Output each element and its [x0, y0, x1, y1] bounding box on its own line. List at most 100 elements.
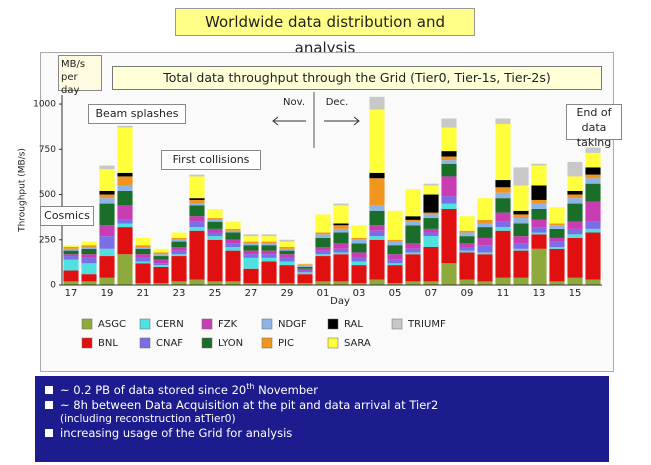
bar-segment — [405, 281, 421, 285]
bar-segment — [261, 245, 277, 251]
x-axis-label: Day — [330, 296, 350, 307]
note: increasing usage of the Grid for analysi… — [45, 426, 599, 440]
bar-segment — [279, 241, 295, 247]
bar-segment — [423, 185, 439, 195]
bar-segment — [153, 259, 169, 264]
bar-segment — [405, 252, 421, 255]
bar-segment — [81, 245, 97, 247]
bar-segment — [315, 254, 331, 257]
bar-segment — [189, 203, 205, 206]
bar-segment — [189, 216, 205, 222]
bar-segment — [99, 169, 115, 191]
bar-segment — [63, 245, 79, 247]
bar-segment — [63, 281, 79, 285]
bar-segment — [189, 227, 205, 231]
y-tick-label: 250 — [39, 235, 56, 245]
bar-segment — [495, 221, 511, 228]
bar-segment — [279, 248, 295, 251]
bar-segment — [333, 203, 349, 206]
bar-segment — [171, 250, 187, 255]
bullet — [45, 385, 53, 394]
bar-segment — [567, 221, 583, 229]
bar-segment — [279, 239, 295, 242]
bar-segment — [81, 254, 97, 258]
bar-segment — [225, 247, 241, 251]
bar-segment — [513, 167, 529, 186]
bar-segment — [81, 274, 97, 282]
bar-segment — [567, 194, 583, 199]
bar-segment — [117, 185, 133, 191]
bar-segment — [81, 263, 97, 275]
bar-segment — [297, 270, 313, 273]
bar-segment — [387, 239, 403, 242]
bar-segment — [567, 161, 583, 177]
bar-segment — [243, 254, 259, 258]
bar-segment — [315, 234, 331, 238]
bar-segment — [423, 218, 439, 229]
arrow — [272, 116, 306, 126]
note: ~ 0.2 PB of data stored since 20th Novem… — [45, 382, 599, 397]
bar-segment — [531, 227, 547, 233]
bar-segment — [81, 281, 97, 285]
bar-segment — [423, 183, 439, 186]
bar-segment — [207, 221, 223, 229]
bar-segment — [135, 263, 151, 284]
bar-segment — [99, 190, 115, 195]
note: ~ 8h between Data Acquisition at the pit… — [45, 398, 599, 412]
bar-segment — [171, 239, 187, 242]
bar-segment — [189, 176, 205, 199]
bar-segment — [117, 176, 133, 186]
bar-segment — [369, 210, 385, 226]
bar-segment — [423, 194, 439, 213]
bar-segment — [585, 174, 601, 179]
bar-segment — [585, 232, 601, 280]
bar-segment — [567, 190, 583, 195]
legend-label: CNAF — [156, 338, 183, 349]
legend-label: CERN — [156, 319, 184, 330]
bar-segment — [495, 192, 511, 199]
bar-segment — [99, 225, 115, 237]
bar-segment — [459, 247, 475, 251]
bar-segment — [315, 247, 331, 251]
bar-segment — [333, 225, 349, 229]
note-text: increasing usage of the Grid for analysi… — [60, 425, 293, 440]
bar-segment — [405, 248, 421, 253]
legend-swatch — [81, 318, 93, 330]
bar-segment — [531, 163, 547, 166]
x-tick-label: 09 — [461, 288, 474, 299]
bar-segment — [135, 254, 151, 258]
bar-segment — [315, 256, 331, 282]
bar-segment — [531, 165, 547, 186]
legend-label: RAL — [344, 319, 363, 330]
bar-segment — [315, 214, 331, 233]
bar-segment — [531, 234, 547, 249]
arrow — [324, 116, 360, 126]
note-text: ~ 0.2 PB of data stored since 20 — [60, 382, 247, 397]
bar-segment — [513, 214, 529, 219]
legend-label: PIC — [278, 338, 294, 349]
bar-segment — [585, 228, 601, 233]
y-tick-label: 750 — [39, 145, 56, 155]
y-axis-label: Throughput (MB/s) — [18, 148, 28, 233]
bar-segment — [405, 189, 421, 217]
x-tick-label: 21 — [137, 288, 150, 299]
bar-segment — [387, 245, 403, 255]
bar-segment — [513, 236, 529, 244]
bar-segment — [225, 243, 241, 247]
bar-segment — [351, 243, 367, 253]
bar-segment — [549, 237, 565, 242]
bar-segment — [495, 180, 511, 188]
bar-segment — [531, 219, 547, 228]
bar-segment — [333, 281, 349, 285]
bar-segment — [369, 96, 385, 110]
note: (including reconstruction atTier0) — [45, 413, 599, 425]
bar-segment — [441, 263, 457, 285]
bar-segment — [351, 237, 367, 240]
bar-segment — [261, 243, 277, 246]
bar-segment — [405, 243, 421, 249]
bar-segment — [495, 198, 511, 213]
bar-segment — [297, 268, 313, 271]
bar-segment — [369, 178, 385, 206]
x-tick-label: 15 — [569, 288, 582, 299]
annotation: Cosmics — [40, 206, 94, 226]
